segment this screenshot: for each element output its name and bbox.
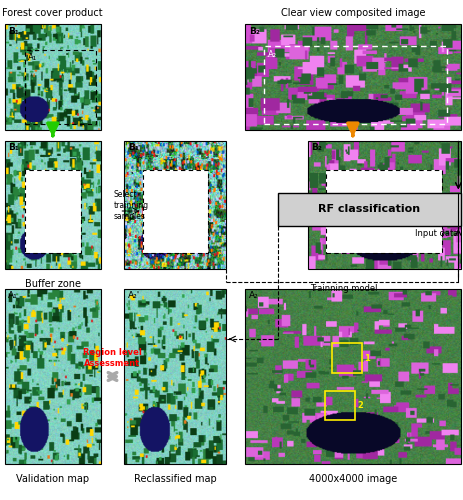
Text: 4000x4000 image: 4000x4000 image <box>309 474 397 484</box>
Bar <box>245 24 461 130</box>
Bar <box>124 289 226 464</box>
Text: A₁: A₁ <box>8 292 18 300</box>
Text: B₂: B₂ <box>249 26 260 36</box>
Bar <box>5 24 101 130</box>
Bar <box>143 170 208 252</box>
Bar <box>326 170 442 252</box>
Text: A₂: A₂ <box>268 50 276 59</box>
FancyBboxPatch shape <box>278 192 461 226</box>
Text: Forest cover product: Forest cover product <box>2 8 103 18</box>
Text: 2: 2 <box>357 401 363 410</box>
Bar <box>332 343 362 373</box>
Text: 1: 1 <box>364 354 370 362</box>
Text: B₁: B₁ <box>8 144 19 152</box>
Bar <box>25 170 81 252</box>
Text: Trainning model: Trainning model <box>310 284 377 293</box>
Bar <box>5 141 101 269</box>
Text: Validation map: Validation map <box>16 474 89 484</box>
Text: B₂: B₂ <box>312 144 322 152</box>
Text: A₂: A₂ <box>249 292 259 300</box>
Text: Input data: Input data <box>415 228 458 237</box>
Bar <box>308 141 461 269</box>
Bar <box>326 170 442 252</box>
Text: B₁: B₁ <box>128 144 138 152</box>
Text: B₁: B₁ <box>8 26 19 36</box>
Bar <box>264 46 447 124</box>
Bar <box>245 289 461 464</box>
Text: A₂': A₂' <box>128 292 140 300</box>
Text: Clear view composited image: Clear view composited image <box>281 8 425 18</box>
Text: Region level
Assessment: Region level Assessment <box>83 348 142 368</box>
Text: A₁: A₁ <box>28 52 37 62</box>
Text: Select
trainning
samples: Select trainning samples <box>113 190 149 221</box>
Bar <box>124 141 226 269</box>
Bar <box>325 390 355 420</box>
Text: Reclassified map: Reclassified map <box>134 474 216 484</box>
Text: RF classification: RF classification <box>318 204 420 214</box>
Bar <box>25 170 81 252</box>
Bar <box>25 50 96 124</box>
Bar <box>143 170 208 252</box>
Text: Buffer zone: Buffer zone <box>25 279 81 289</box>
Bar <box>5 289 101 464</box>
